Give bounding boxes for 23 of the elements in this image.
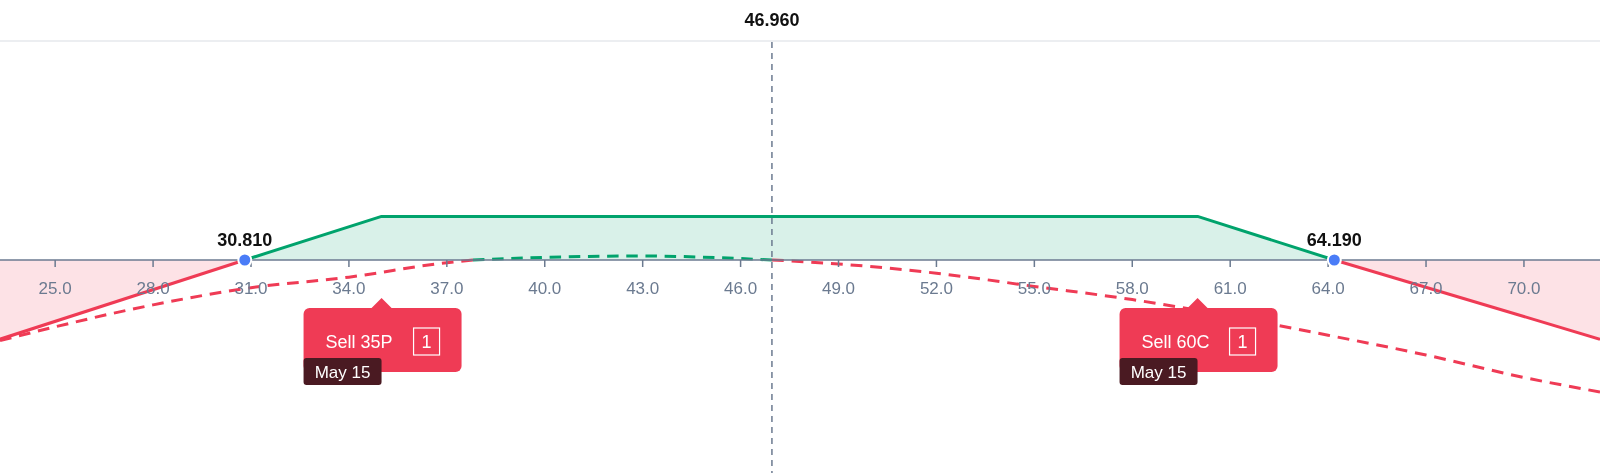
annotation: 30.810 xyxy=(217,230,273,250)
x-tick-label: 40.0 xyxy=(528,279,562,298)
x-tick-label: 55.0 xyxy=(1017,279,1051,298)
x-tick-label: 70.0 xyxy=(1507,279,1541,298)
annotation: May 15 xyxy=(1130,363,1187,382)
annotation: Sell 60C xyxy=(1141,332,1210,352)
x-tick-label: 25.0 xyxy=(38,279,72,298)
ref-line-label: 46.960 xyxy=(744,10,800,30)
annotation: May 15 xyxy=(314,363,371,382)
annotation: 64.190 xyxy=(1306,230,1362,250)
annotation: Sell 35P xyxy=(325,332,393,352)
x-tick-label: 52.0 xyxy=(919,279,953,298)
x-tick-label: 31.0 xyxy=(234,279,268,298)
x-tick-label: 61.0 xyxy=(1213,279,1247,298)
x-tick-label: 34.0 xyxy=(332,279,366,298)
annotation: 1 xyxy=(421,332,432,352)
annotation: 1 xyxy=(1237,332,1248,352)
x-tick-label: 58.0 xyxy=(1115,279,1149,298)
x-tick-label: 49.0 xyxy=(821,279,856,298)
x-tick-label: 37.0 xyxy=(430,279,464,298)
x-tick-label: 64.0 xyxy=(1311,279,1345,298)
x-tick-label: 46.0 xyxy=(724,279,758,298)
x-tick-label: 43.0 xyxy=(626,279,660,298)
